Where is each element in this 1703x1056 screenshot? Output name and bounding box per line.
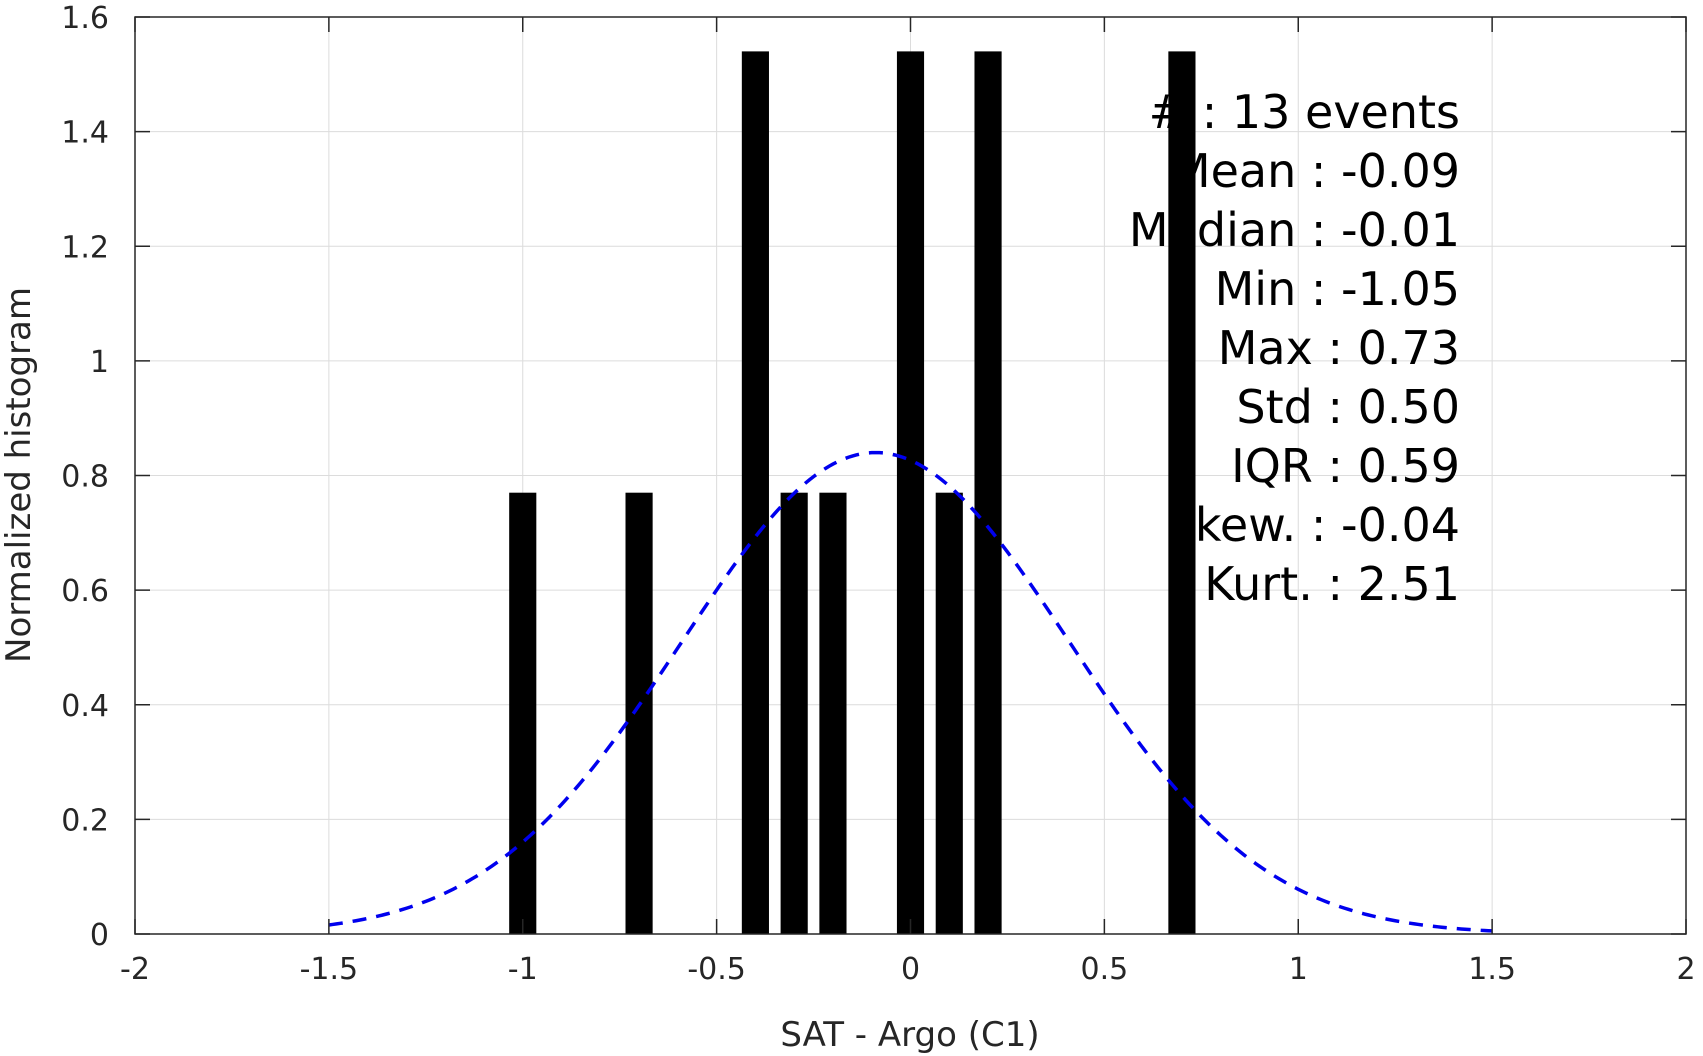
stat-line: Skew. : -0.04 xyxy=(1166,498,1460,552)
histogram-bar xyxy=(625,492,653,934)
y-tick-label: 1.6 xyxy=(61,1,109,36)
y-tick-label: 0.2 xyxy=(61,803,109,838)
stat-line: IQR : 0.59 xyxy=(1231,439,1460,493)
x-tick-label: -2 xyxy=(120,952,150,987)
y-tick-label: 1 xyxy=(90,345,109,380)
histogram-bar xyxy=(509,492,537,934)
normal-fit-curve xyxy=(328,450,1493,933)
x-tick-label: 1 xyxy=(1289,952,1308,987)
x-axis-title: SAT - Argo (C1) xyxy=(780,1015,1039,1055)
y-tick-label: 0.6 xyxy=(61,574,109,609)
histogram-bar xyxy=(935,492,963,934)
x-tick-labels: -2 -1.5 -1 -0.5 0 0.5 1 1.5 2 xyxy=(120,952,1696,987)
histogram-bar xyxy=(896,51,925,934)
axis-ticks xyxy=(134,16,1687,935)
histogram-bar xyxy=(819,492,847,934)
stat-line: # : 13 events xyxy=(1149,85,1460,139)
stat-line: Min : -1.05 xyxy=(1215,262,1460,316)
y-tick-label: 1.4 xyxy=(61,116,109,151)
x-tick-label: 0 xyxy=(901,952,920,987)
histogram-bar xyxy=(974,51,1002,934)
stat-line: Std : 0.50 xyxy=(1236,380,1460,434)
y-tick-label: 0.4 xyxy=(61,689,109,724)
stat-line: Mean : -0.09 xyxy=(1171,144,1460,198)
x-tick-label: 2 xyxy=(1676,952,1695,987)
fit-curve-line xyxy=(328,450,1493,933)
y-tick-labels: 0 0.2 0.4 0.6 0.8 1 1.2 1.4 1.6 xyxy=(61,1,109,953)
y-tick-label: 0 xyxy=(90,918,109,953)
x-tick-label: 0.5 xyxy=(1081,952,1129,987)
x-tick-label: -1.5 xyxy=(300,952,359,987)
x-tick-label: -1 xyxy=(508,952,538,987)
histogram-bar xyxy=(741,51,769,934)
histogram-bar xyxy=(780,492,808,934)
y-tick-label: 0.8 xyxy=(61,460,109,495)
x-tick-label: -0.5 xyxy=(687,952,746,987)
y-tick-label: 1.2 xyxy=(61,230,109,265)
stat-line: Max : 0.73 xyxy=(1218,321,1460,375)
y-axis-title: Normalized histogram xyxy=(0,287,39,663)
histogram-bars xyxy=(509,51,1196,934)
stat-line: Kurt. : 2.51 xyxy=(1204,557,1460,611)
x-tick-label: 1.5 xyxy=(1468,952,1516,987)
stat-line: Median : -0.01 xyxy=(1129,203,1460,257)
